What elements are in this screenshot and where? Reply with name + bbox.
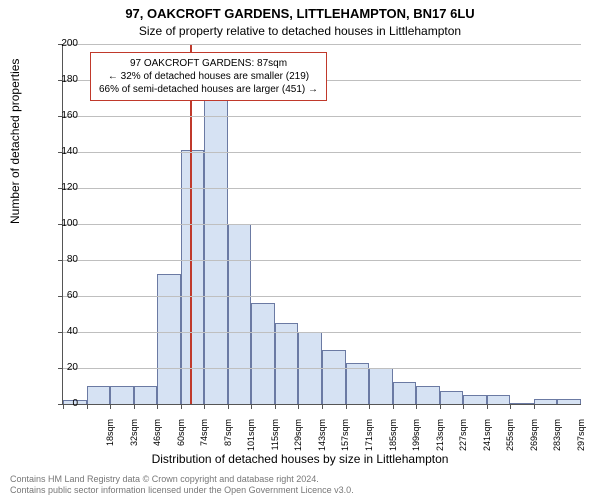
xtick-label: 255sqm: [505, 419, 515, 469]
gridline: [63, 44, 581, 45]
histogram-bar: [275, 323, 299, 404]
xtick-label: 199sqm: [411, 419, 421, 469]
xtick-mark: [181, 404, 182, 409]
gridline: [63, 188, 581, 189]
xtick-mark: [416, 404, 417, 409]
xtick-label: 74sqm: [199, 419, 209, 469]
xtick-label: 283sqm: [552, 419, 562, 469]
ytick-label: 80: [38, 254, 78, 265]
ytick-label: 200: [38, 38, 78, 49]
xtick-mark: [322, 404, 323, 409]
xtick-label: 115sqm: [270, 419, 280, 469]
footer-line-1: Contains HM Land Registry data © Crown c…: [10, 474, 354, 485]
histogram-bar: [322, 350, 346, 404]
histogram-bar: [204, 80, 228, 404]
histogram-bar: [510, 403, 534, 404]
xtick-label: 32sqm: [129, 419, 139, 469]
histogram-bar: [251, 303, 275, 404]
gridline: [63, 224, 581, 225]
histogram-bar: [228, 224, 252, 404]
gridline: [63, 152, 581, 153]
ytick-label: 100: [38, 218, 78, 229]
annotation-line-2: ← 32% of detached houses are smaller (21…: [99, 70, 318, 83]
ytick-label: 180: [38, 74, 78, 85]
histogram-bar: [134, 386, 158, 404]
xtick-mark: [440, 404, 441, 409]
xtick-mark: [463, 404, 464, 409]
ytick-label: 120: [38, 182, 78, 193]
ytick-label: 160: [38, 110, 78, 121]
xtick-label: 46sqm: [152, 419, 162, 469]
ytick-label: 20: [38, 362, 78, 373]
xtick-label: 101sqm: [246, 419, 256, 469]
xtick-mark: [204, 404, 205, 409]
xtick-mark: [487, 404, 488, 409]
xtick-mark: [157, 404, 158, 409]
xtick-mark: [228, 404, 229, 409]
xtick-label: 143sqm: [317, 419, 327, 469]
xtick-label: 60sqm: [176, 419, 186, 469]
histogram-bar: [157, 274, 181, 404]
xtick-label: 18sqm: [105, 419, 115, 469]
xtick-label: 129sqm: [293, 419, 303, 469]
xtick-mark: [369, 404, 370, 409]
xtick-mark: [346, 404, 347, 409]
histogram-bar: [87, 386, 111, 404]
histogram-bar: [463, 395, 487, 404]
histogram-bar: [110, 386, 134, 404]
xtick-mark: [534, 404, 535, 409]
y-axis-label: Number of detached properties: [8, 59, 22, 224]
xtick-label: 157sqm: [340, 419, 350, 469]
chart-title-sub: Size of property relative to detached ho…: [0, 24, 600, 38]
xtick-label: 213sqm: [435, 419, 445, 469]
xtick-mark: [251, 404, 252, 409]
chart-title-main: 97, OAKCROFT GARDENS, LITTLEHAMPTON, BN1…: [0, 6, 600, 21]
xtick-label: 171sqm: [364, 419, 374, 469]
footer-attribution: Contains HM Land Registry data © Crown c…: [10, 474, 354, 496]
histogram-bar: [369, 368, 393, 404]
gridline: [63, 332, 581, 333]
histogram-bar: [393, 382, 417, 404]
footer-line-2: Contains public sector information licen…: [10, 485, 354, 496]
xtick-label: 241sqm: [482, 419, 492, 469]
xtick-mark: [134, 404, 135, 409]
annotation-line-3: 66% of semi-detached houses are larger (…: [99, 83, 318, 96]
xtick-mark: [87, 404, 88, 409]
xtick-mark: [510, 404, 511, 409]
annotation-box: 97 OAKCROFT GARDENS: 87sqm ← 32% of deta…: [90, 52, 327, 101]
xtick-label: 185sqm: [388, 419, 398, 469]
xtick-label: 227sqm: [458, 419, 468, 469]
xtick-label: 297sqm: [576, 419, 586, 469]
xtick-mark: [110, 404, 111, 409]
histogram-bar: [557, 399, 581, 404]
histogram-bar: [440, 391, 464, 404]
gridline: [63, 116, 581, 117]
xtick-label: 87sqm: [223, 419, 233, 469]
gridline: [63, 296, 581, 297]
histogram-bar: [416, 386, 440, 404]
histogram-bar: [487, 395, 511, 404]
ytick-label: 60: [38, 290, 78, 301]
xtick-label: 269sqm: [529, 419, 539, 469]
gridline: [63, 260, 581, 261]
xtick-mark: [393, 404, 394, 409]
annotation-line-1: 97 OAKCROFT GARDENS: 87sqm: [99, 57, 318, 70]
ytick-label: 140: [38, 146, 78, 157]
ytick-label: 40: [38, 326, 78, 337]
xtick-mark: [275, 404, 276, 409]
gridline: [63, 368, 581, 369]
xtick-mark: [298, 404, 299, 409]
ytick-label: 0: [38, 398, 78, 409]
histogram-bar: [534, 399, 558, 404]
